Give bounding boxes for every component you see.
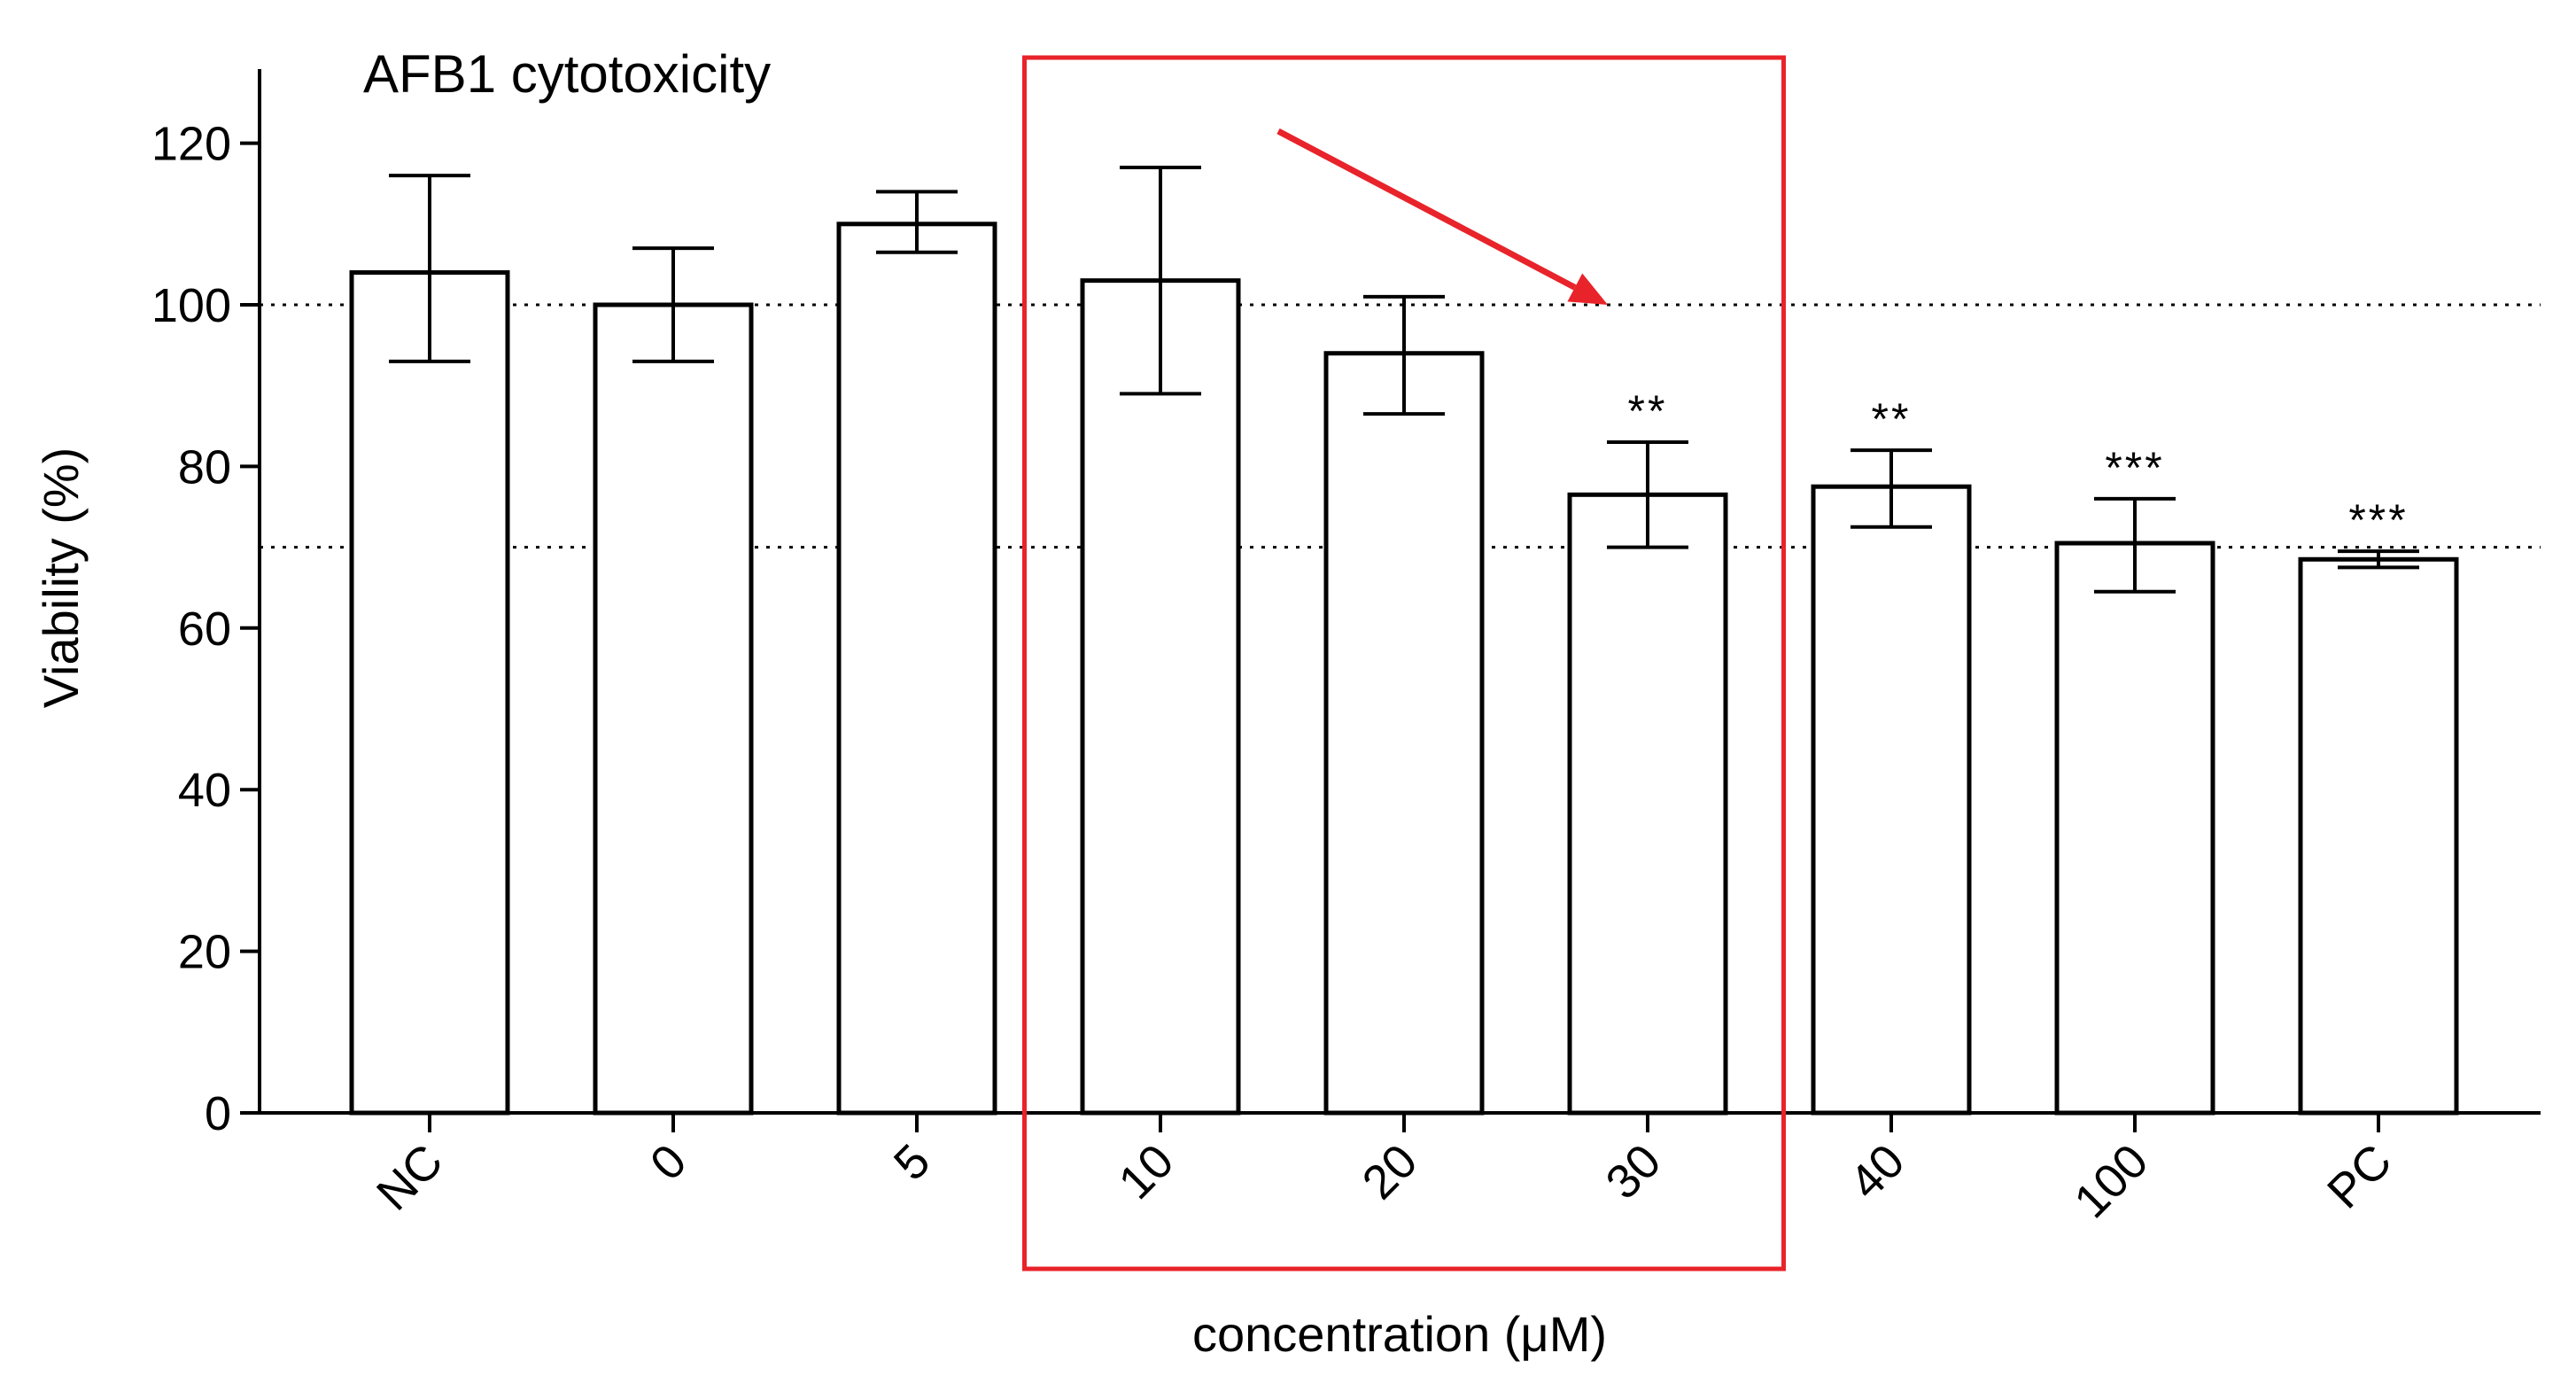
bar	[836, 222, 997, 1116]
y-tick-label: 40	[178, 764, 231, 817]
x-tick-label: 40	[1840, 1134, 1915, 1209]
y-ticks: 0 20 40 60 80 100 120	[151, 118, 260, 1140]
y-axis-label: Viability (%)	[33, 447, 89, 709]
x-tick-label: 30	[1596, 1134, 1672, 1209]
bar	[1811, 484, 1972, 1116]
x-tick-label: 100	[2064, 1134, 2158, 1228]
x-tick-label: 0	[640, 1134, 697, 1191]
x-tick-label: NC	[367, 1134, 454, 1221]
y-tick-label: 20	[178, 926, 231, 979]
x-tick-label: PC	[2317, 1134, 2401, 1218]
significance-marker: **	[1628, 386, 1668, 436]
error-bars	[389, 165, 2419, 594]
bar	[1080, 278, 1241, 1116]
bar	[1567, 492, 1728, 1116]
y-tick-label: 0	[205, 1087, 231, 1140]
chart-title: AFB1 cytotoxicity	[363, 44, 771, 104]
x-axis-label: concentration (μM)	[1192, 1306, 1607, 1362]
highlight-annotation	[1022, 55, 1786, 1271]
bar	[2054, 540, 2215, 1116]
y-tick-label: 60	[178, 603, 231, 656]
x-tick-label: 5	[884, 1134, 941, 1191]
significance-marker: ***	[2348, 495, 2408, 545]
bar	[2298, 556, 2459, 1116]
bar	[593, 302, 754, 1116]
significance-marker: **	[1872, 394, 1912, 444]
significance-markers: ** ********	[1628, 386, 2408, 545]
bar	[349, 270, 510, 1116]
arrow-shaft	[1276, 128, 1577, 291]
x-tick-label: 20	[1353, 1134, 1428, 1209]
highlight-box	[1022, 55, 1786, 1271]
x-ticks: NC 0 5 10 20 30 40 100 PC	[367, 1113, 2401, 1228]
axes	[258, 69, 2541, 1115]
y-tick-label: 80	[178, 440, 231, 494]
bar	[1323, 351, 1485, 1116]
significance-marker: ***	[2105, 443, 2164, 493]
y-tick-label: 120	[151, 118, 231, 171]
y-tick-label: 100	[151, 279, 231, 332]
arrow-head	[1567, 273, 1608, 305]
x-tick-label: 10	[1109, 1134, 1184, 1209]
bars	[349, 222, 2459, 1116]
